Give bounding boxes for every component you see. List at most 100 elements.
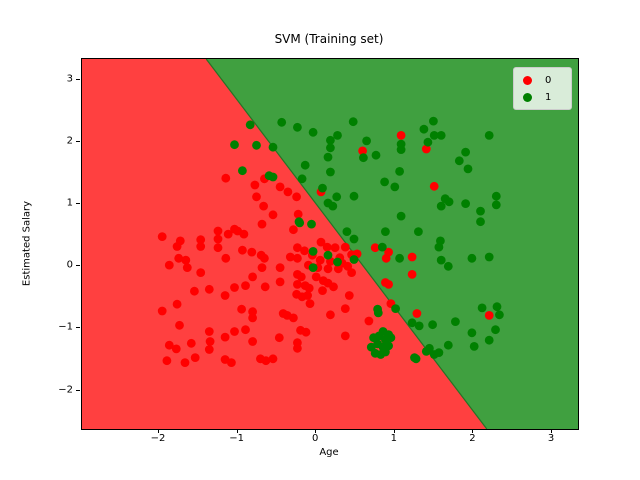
data-point-class1	[326, 167, 335, 177]
data-point-class1	[477, 303, 487, 313]
data-point-class0	[260, 253, 269, 263]
data-point-class0	[304, 283, 314, 293]
y-tick-label: −2	[58, 384, 73, 395]
data-point-class0	[275, 277, 285, 287]
data-point-class0	[326, 310, 335, 320]
data-point-class1	[491, 200, 501, 210]
data-point-class0	[340, 304, 350, 313]
data-point-class1	[463, 164, 473, 174]
data-point-class0	[186, 338, 196, 348]
data-point-class1	[300, 160, 310, 170]
y-tick-label: 3	[66, 73, 73, 85]
data-point-class1	[252, 140, 261, 150]
data-point-class1	[318, 183, 327, 193]
data-point-class0	[407, 270, 417, 279]
data-point-class1	[332, 192, 342, 202]
data-point-class1	[443, 340, 453, 350]
data-point-class1	[436, 131, 446, 140]
data-point-class0	[182, 263, 192, 272]
data-point-class0	[248, 307, 257, 317]
data-point-class1	[444, 197, 454, 207]
data-point-class0	[257, 219, 267, 229]
data-point-class1	[328, 201, 338, 211]
data-point-class1	[230, 140, 239, 150]
data-point-class0	[275, 263, 285, 272]
data-point-class1	[323, 250, 333, 260]
data-point-class0	[180, 358, 190, 367]
x-tick-label: 0	[312, 433, 319, 444]
data-point-class1	[461, 199, 470, 209]
data-point-class1	[308, 127, 318, 137]
x-axis-label: Age	[319, 447, 339, 458]
legend-item-class0: 0	[514, 72, 571, 89]
data-point-class1	[333, 257, 342, 267]
data-point-class1	[484, 335, 494, 345]
data-point-class0	[205, 337, 215, 346]
data-point-class1	[308, 247, 318, 256]
data-point-class1	[326, 143, 335, 153]
data-point-class0	[347, 268, 356, 277]
data-point-class0	[293, 280, 302, 289]
data-point-class1	[268, 172, 278, 182]
data-point-class0	[213, 234, 223, 244]
data-point-class1	[381, 227, 390, 237]
data-point-class1	[268, 142, 278, 152]
data-point-class1	[395, 253, 404, 263]
data-point-class0	[340, 242, 350, 252]
data-point-class1	[434, 242, 444, 252]
data-point-class1	[377, 242, 387, 252]
legend-label-class0: 0	[545, 75, 552, 86]
data-point-class0	[259, 201, 268, 211]
data-point-class1	[484, 252, 494, 262]
data-point-class1	[349, 255, 359, 264]
x-tick-mark	[158, 429, 160, 433]
data-point-class1	[326, 135, 335, 145]
data-point-class0	[241, 281, 250, 290]
data-point-class1	[371, 150, 381, 160]
legend-marker-class0-icon	[523, 76, 532, 85]
data-point-class0	[204, 327, 214, 336]
data-point-class1	[410, 353, 419, 362]
data-point-class0	[172, 299, 182, 309]
x-tick-label: 2	[469, 433, 476, 444]
data-point-class1	[238, 166, 247, 176]
data-point-class1	[245, 120, 255, 130]
data-point-class0	[330, 243, 340, 253]
data-point-class0	[283, 187, 293, 197]
data-point-class0	[164, 340, 174, 350]
data-point-class1	[414, 321, 424, 331]
x-tick-label: 3	[547, 433, 555, 444]
data-point-class0	[396, 131, 406, 140]
data-point-class1	[349, 234, 359, 244]
data-point-class1	[492, 302, 502, 312]
data-point-class1	[323, 152, 333, 162]
data-point-class0	[157, 306, 167, 316]
data-point-class0	[252, 192, 261, 202]
data-point-class1	[443, 261, 453, 271]
legend-label-class1: 1	[545, 92, 552, 103]
data-point-class1	[434, 348, 444, 357]
data-point-class1	[484, 131, 494, 140]
data-point-class0	[412, 309, 422, 318]
data-point-class1	[295, 218, 305, 228]
chart-title: SVM (Training set)	[274, 32, 384, 46]
data-point-class1	[277, 117, 287, 127]
data-point-class1	[469, 342, 479, 351]
data-point-class0	[175, 320, 184, 330]
data-point-class0	[421, 144, 431, 154]
data-point-class1	[348, 117, 358, 127]
data-point-class0	[305, 299, 315, 308]
data-point-class0	[293, 253, 302, 263]
data-point-class1	[390, 182, 400, 192]
data-point-class0	[303, 291, 312, 300]
data-point-class0	[196, 268, 206, 277]
data-point-class1	[451, 317, 460, 326]
data-point-class0	[261, 356, 271, 366]
data-point-class1	[333, 131, 342, 140]
data-point-class0	[329, 282, 338, 292]
legend: 0 1	[513, 67, 572, 110]
data-point-class0	[223, 229, 233, 239]
data-point-class0	[220, 332, 230, 342]
data-point-class0	[340, 331, 350, 341]
scatter-plot-canvas	[82, 59, 578, 429]
